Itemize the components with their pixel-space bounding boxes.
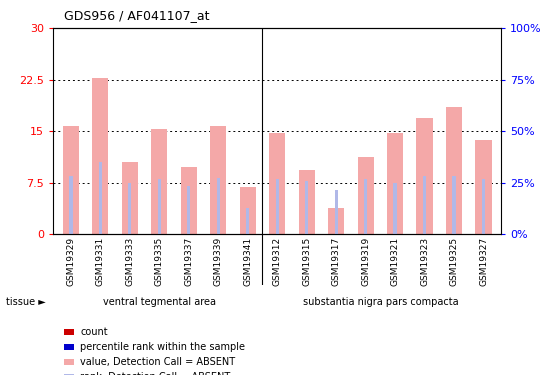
Bar — [387, 134, 403, 234]
Bar — [328, 208, 344, 234]
Text: GSM19339: GSM19339 — [214, 237, 223, 286]
Bar — [187, 186, 190, 234]
Bar — [246, 208, 249, 234]
Bar — [210, 126, 226, 234]
Text: GSM19319: GSM19319 — [361, 237, 370, 286]
Text: GSM19329: GSM19329 — [67, 237, 76, 286]
Text: percentile rank within the sample: percentile rank within the sample — [80, 342, 245, 352]
Text: rank, Detection Call = ABSENT: rank, Detection Call = ABSENT — [80, 372, 230, 375]
Bar — [276, 179, 279, 234]
Bar — [181, 167, 197, 234]
Bar — [364, 179, 367, 234]
Bar — [482, 179, 485, 234]
Text: GSM19325: GSM19325 — [450, 237, 459, 286]
Bar — [269, 134, 285, 234]
Text: GSM19317: GSM19317 — [332, 237, 340, 286]
Text: GSM19312: GSM19312 — [273, 237, 282, 286]
Text: GSM19331: GSM19331 — [96, 237, 105, 286]
Bar — [417, 117, 433, 234]
Bar — [452, 176, 456, 234]
Text: GSM19321: GSM19321 — [390, 237, 400, 286]
Text: value, Detection Call = ABSENT: value, Detection Call = ABSENT — [80, 357, 235, 367]
Text: count: count — [80, 327, 108, 337]
Bar — [357, 158, 374, 234]
Bar — [475, 140, 492, 234]
Text: GSM19333: GSM19333 — [125, 237, 134, 286]
Bar — [298, 170, 315, 234]
Bar — [99, 162, 102, 234]
Bar — [240, 187, 256, 234]
Text: GSM19327: GSM19327 — [479, 237, 488, 286]
Bar — [305, 181, 309, 234]
Text: tissue ►: tissue ► — [6, 297, 45, 307]
Text: GSM19315: GSM19315 — [302, 237, 311, 286]
Bar — [334, 190, 338, 234]
Text: GSM19335: GSM19335 — [155, 237, 164, 286]
Bar — [92, 78, 109, 234]
Bar — [217, 178, 220, 234]
Bar — [394, 183, 396, 234]
Text: substantia nigra pars compacta: substantia nigra pars compacta — [302, 297, 458, 307]
Text: GSM19341: GSM19341 — [243, 237, 252, 286]
Bar — [122, 162, 138, 234]
Bar — [69, 176, 72, 234]
Bar — [63, 126, 79, 234]
Text: GDS956 / AF041107_at: GDS956 / AF041107_at — [64, 9, 210, 22]
Bar — [128, 183, 132, 234]
Bar — [158, 179, 161, 234]
Bar — [423, 176, 426, 234]
Text: ventral tegmental area: ventral tegmental area — [103, 297, 216, 307]
Text: GSM19323: GSM19323 — [420, 237, 429, 286]
Bar — [151, 129, 167, 234]
Text: GSM19337: GSM19337 — [184, 237, 193, 286]
Bar — [446, 107, 462, 234]
